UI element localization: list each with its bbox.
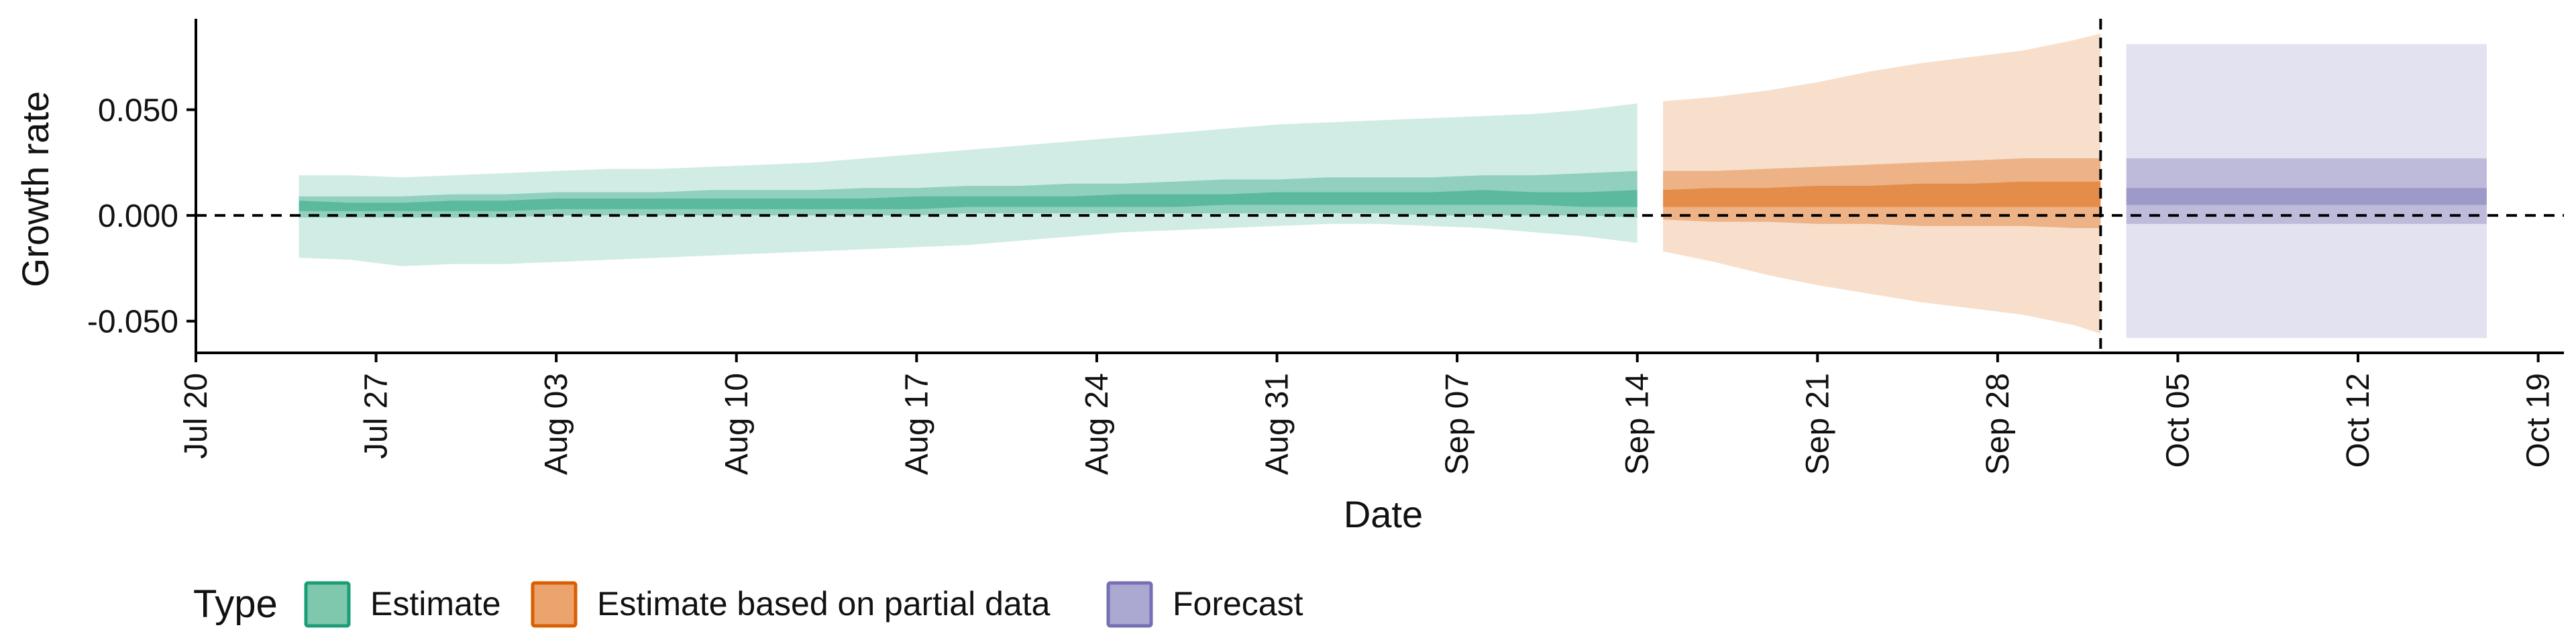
- reference-lines: [196, 19, 2564, 353]
- uncertainty-bands: [299, 34, 2487, 338]
- estimate-based-on-partial-data-ci50-band: [1663, 158, 2101, 228]
- y-axis-title: Growth rate: [14, 91, 56, 288]
- x-tick-label: Jul 27: [359, 373, 394, 459]
- legend-label-forecast: Forecast: [1173, 585, 1303, 623]
- legend: Type Estimate Estimate based on partial …: [193, 581, 1303, 628]
- x-tick-label: Aug 24: [1079, 373, 1115, 475]
- estimate-ci90-band: [299, 103, 1638, 266]
- estimate-ci50-band: [299, 170, 1638, 218]
- estimate-ci20-band: [299, 190, 1638, 211]
- forecast-ci20-band: [2126, 188, 2487, 205]
- forecast-ci50-band: [2126, 158, 2487, 224]
- x-tick-label: Sep 14: [1620, 373, 1656, 475]
- x-tick-label: Oct 05: [2161, 373, 2196, 468]
- x-tick-label: Aug 10: [719, 373, 755, 475]
- legend-label-estimate-partial: Estimate based on partial data: [597, 585, 1051, 623]
- forecast-ci90-band: [2126, 44, 2487, 338]
- x-tick-label: Sep 21: [1800, 373, 1835, 475]
- y-tick-label: 0.000: [98, 199, 178, 234]
- legend-label-estimate: Estimate: [370, 585, 501, 623]
- axes: [186, 19, 2564, 362]
- x-tick-label: Oct 12: [2341, 373, 2376, 468]
- x-tick-label: Aug 03: [539, 373, 574, 475]
- x-tick-label: Sep 07: [1440, 373, 1475, 475]
- x-tick-label: Aug 31: [1260, 373, 1295, 475]
- y-tick-label: -0.050: [87, 305, 178, 340]
- x-tick-label: Aug 17: [899, 373, 934, 475]
- legend-title: Type: [193, 582, 278, 626]
- x-tick-label: Sep 28: [1980, 373, 2016, 475]
- x-tick-label: Oct 19: [2521, 373, 2557, 468]
- x-tick-label: Jul 20: [178, 373, 214, 459]
- estimate-based-on-partial-data-ci20-band: [1663, 181, 2101, 207]
- legend-key-estimate: [304, 581, 351, 628]
- legend-key-estimate-partial: [531, 581, 578, 628]
- estimate-based-on-partial-data-ci90-band: [1663, 34, 2101, 334]
- y-tick-label: 0.050: [98, 93, 178, 129]
- x-axis-title: Date: [1344, 493, 1423, 535]
- legend-key-forecast: [1106, 581, 1153, 628]
